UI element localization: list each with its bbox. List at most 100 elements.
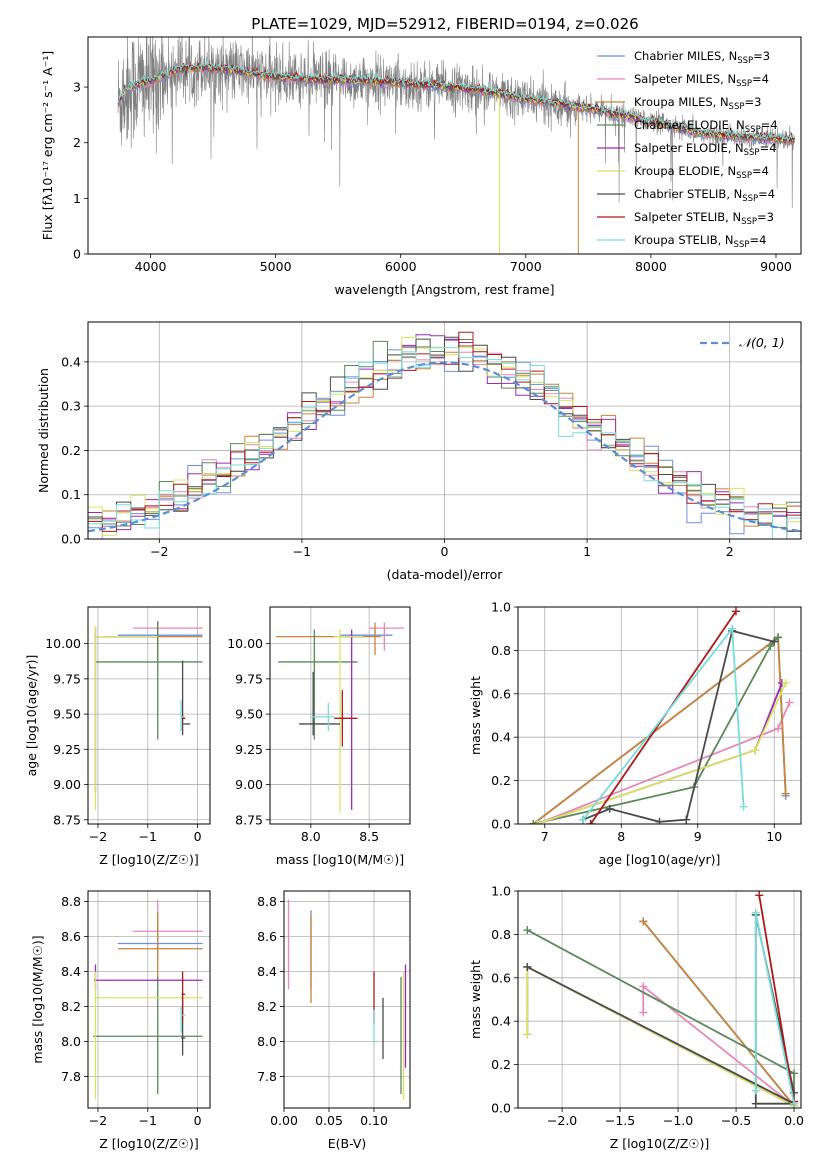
weight-marker: [682, 815, 691, 824]
y-tick-label: 1.0: [491, 600, 511, 615]
weight-marker: [770, 637, 779, 646]
x-axis-label: Z [log10(Z/Z☉)]: [610, 1136, 710, 1151]
y-tick-label: 7.8: [61, 1069, 81, 1084]
age-vs-metallicity-panel: −2 −1 0 8.75 9.00 9.25 9.50 9.75 10.00 Z [log10(Z…: [24, 606, 211, 867]
mass-vs-metallicity-panel: −2 −1 0 7.8 8.0 8.2 8.4 8.6 8.8 Z [log10(Z/Z☉)] ma…: [30, 890, 211, 1151]
y-tick-label: 8.6: [257, 929, 277, 944]
x-tick-label: 0.10: [360, 1113, 388, 1128]
y-tick-label: 8.8: [257, 894, 277, 909]
y-axis-label: mass weight: [468, 960, 483, 1039]
errorbar-kroupa-stelib: [180, 1006, 186, 1033]
y-tick-label: 1: [73, 191, 81, 206]
errorbar-kroupa-stelib: [310, 702, 335, 731]
errorbar-salpeter-stelib: [334, 690, 358, 747]
residual-histogram-salpeter-stelib: [88, 331, 801, 532]
weight-vs-age-panel: 7 8 9 10 0.0 0.2 0.4 0.6 0.8 1.0 age [log10(age/yr…: [468, 600, 802, 867]
x-axis-label: (data-model)/error: [387, 567, 504, 582]
axes-frame: [87, 606, 211, 825]
legend-entry-salpeter-elodie: Salpeter ELODIE, NSSP=4: [634, 141, 777, 158]
weight-marker: [655, 817, 664, 824]
x-tick-label: 4000: [135, 259, 167, 274]
errorbar-chabrier-elodie: [92, 976, 203, 1094]
errorbar-salpeter-stelib: [181, 971, 186, 1021]
y-tick-label: 8.75: [53, 812, 81, 827]
figure-title: PLATE=1029, MJD=52912, FIBERID=0194, z=0…: [251, 15, 638, 33]
legend-entry-kroupa-stelib: Kroupa STELIB, NSSP=4: [634, 233, 766, 250]
errorbar-chabrier-stelib: [181, 660, 191, 736]
axes-frame: [87, 890, 211, 1109]
axes-frame: [269, 606, 411, 825]
axes-frame: [283, 890, 411, 1109]
y-tick-label: 1.0: [491, 884, 511, 899]
axes-frame: [517, 606, 802, 825]
weight-marker: [790, 1069, 799, 1078]
y-tick-label: 0.1: [61, 487, 81, 502]
y-tick-label: 0.4: [491, 1014, 511, 1029]
x-tick-label: 0.05: [315, 1113, 343, 1128]
weight-marker: [751, 1086, 760, 1095]
plot-area: [284, 891, 410, 1108]
x-tick-label: −2.0: [547, 1113, 577, 1128]
y-tick-label: 3: [73, 80, 81, 95]
y-tick-label: 0.8: [491, 927, 511, 942]
residuals-legend: 𝒩(0, 1): [700, 335, 785, 350]
y-tick-label: 10.00: [227, 636, 263, 651]
y-tick-label: 9.25: [235, 742, 263, 757]
errorbar-chabrier-elodie: [278, 629, 358, 740]
x-tick-label: −2: [150, 544, 168, 559]
y-tick-label: 0: [73, 247, 81, 262]
errorbar-kroupa-stelib: [180, 700, 186, 731]
x-tick-label: 0: [194, 829, 202, 844]
y-tick-label: 8.4: [257, 964, 277, 979]
weight-marker: [523, 926, 532, 935]
weight-marker: [739, 802, 748, 811]
x-axis-label: mass [log10(M/M☉)]: [276, 852, 404, 867]
y-tick-label: 0.4: [491, 730, 511, 745]
x-tick-label: −0.5: [721, 1113, 751, 1128]
x-tick-label: 8.0: [301, 829, 321, 844]
weight-marker: [731, 607, 740, 616]
y-tick-label: 0.6: [491, 686, 511, 701]
x-tick-label: 5000: [260, 259, 292, 274]
y-tick-label: 0.2: [61, 443, 81, 458]
y-tick-label: 2: [73, 135, 81, 150]
y-tick-label: 9.50: [53, 707, 81, 722]
legend-entry-kroupa-miles: Kroupa MILES, NSSP=3: [634, 95, 761, 112]
x-tick-label: −2: [89, 1113, 107, 1128]
weight-marker: [774, 633, 783, 642]
errorbar-kroupa-elodie: [334, 629, 364, 813]
y-tick-label: 8.0: [61, 1034, 81, 1049]
weight-marker: [639, 982, 648, 991]
age-vs-mass-panel: 8.0 8.5 8.75 9.00 9.25 9.50 9.75 10.00 mass [log…: [227, 606, 411, 867]
y-axis-label: age [log10(age/yr)]: [24, 655, 39, 777]
x-axis-label: Z [log10(Z/Z☉)]: [99, 852, 199, 867]
y-tick-label: 8.0: [257, 1034, 277, 1049]
normal-distribution-curve: [88, 361, 801, 533]
axes-frame: [517, 890, 802, 1109]
weight-marker: [639, 1008, 648, 1017]
y-tick-label: 0.6: [491, 970, 511, 985]
x-tick-label: −1: [293, 544, 311, 559]
y-axis-label: Normed distribution: [36, 368, 51, 493]
weight-series-kroupa-stelib: [579, 624, 748, 824]
y-tick-label: 9.00: [235, 777, 263, 792]
y-tick-label: 9.75: [235, 671, 263, 686]
x-tick-label: 0.00: [270, 1113, 298, 1128]
weight-marker: [766, 642, 775, 651]
x-tick-label: −1.5: [605, 1113, 635, 1128]
mass-vs-ebv-panel: 0.00 0.05 0.10 7.8 8.0 8.2 8.4 8.6 8.8 E(B-V): [257, 890, 411, 1151]
residuals-panel: −2 −1 0 1 2 0.0 0.1 0.2 0.3 0.4 (data-model)/error…: [36, 321, 802, 582]
weight-vs-metallicity-panel: −2.0 −1.5 −1.0 −0.5 0.0 0.0 0.2 0.4 0.6 0.8 1.0 Z […: [468, 884, 804, 1152]
weight-marker: [605, 804, 614, 813]
spectrum-legend: Chabrier MILES, NSSP=3 Salpeter MILES, NS…: [597, 49, 778, 250]
x-tick-label: 9: [694, 829, 702, 844]
y-axis-label: mass [log10(M/M☉)]: [30, 935, 45, 1063]
plot-area: [88, 607, 210, 824]
weight-marker: [579, 815, 588, 824]
legend-entry-chabrier-elodie: Chabrier ELODIE, NSSP=4: [634, 118, 778, 135]
x-tick-label: 10: [766, 829, 782, 844]
y-tick-label: 0.8: [491, 643, 511, 658]
x-axis-label: wavelength [Angstrom, rest frame]: [334, 282, 554, 297]
y-tick-label: 0.0: [491, 817, 511, 832]
y-tick-label: 0.4: [61, 354, 81, 369]
